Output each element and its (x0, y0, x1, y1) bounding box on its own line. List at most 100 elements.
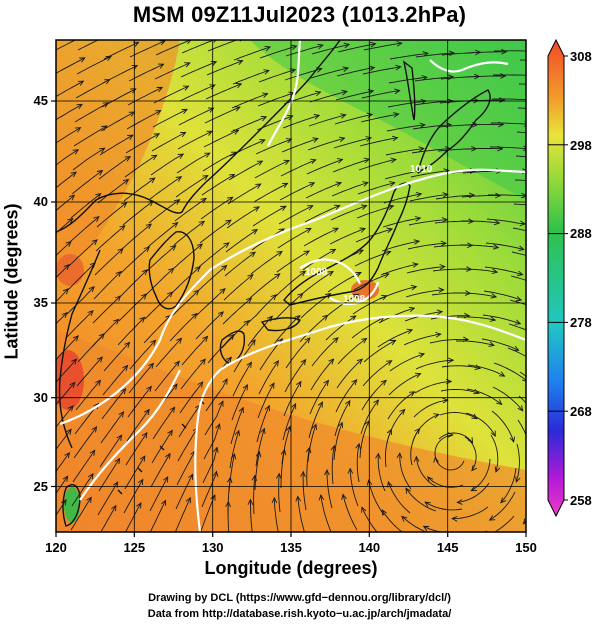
streamline (74, 102, 109, 123)
streamline-arrowhead (517, 270, 524, 276)
streamline (56, 194, 75, 212)
streamline (331, 445, 335, 485)
streamline-arrowhead (300, 470, 306, 478)
streamline-arrowhead (99, 147, 106, 154)
streamline-arrowhead (519, 220, 526, 227)
streamline-arrowhead (143, 246, 151, 253)
streamline (280, 159, 316, 177)
streamline-arrowhead (285, 425, 292, 433)
streamline-arrowhead (386, 428, 392, 435)
streamline-arrowhead (197, 381, 204, 388)
streamline (423, 525, 444, 532)
streamline-arrowhead (294, 314, 301, 321)
streamline (484, 266, 523, 276)
streamline-arrowhead (514, 319, 522, 325)
streamline (407, 242, 446, 250)
streamline-arrowhead (270, 294, 277, 301)
streamline (257, 92, 295, 107)
streamline (56, 288, 69, 303)
streamline-arrowhead (509, 436, 516, 443)
streamline (429, 338, 469, 344)
streamline (356, 205, 394, 219)
colorbar-tick-label: 278 (570, 315, 592, 330)
streamline (259, 45, 297, 59)
streamline (205, 83, 242, 100)
streamline-arrowhead (71, 358, 78, 365)
streamline-arrowhead (96, 356, 103, 363)
streamline-arrowhead (259, 139, 266, 145)
streamline-arrowhead (361, 337, 368, 344)
streamline-arrowhead (471, 465, 478, 472)
streamline-arrowhead (528, 451, 533, 456)
streamline (207, 40, 238, 52)
streamline-arrowhead (328, 358, 335, 365)
streamline-arrowhead (291, 402, 297, 410)
streamline (143, 315, 172, 344)
streamline (305, 182, 342, 199)
streamline-arrowhead (139, 316, 146, 323)
streamline (127, 87, 163, 106)
streamline (332, 158, 370, 173)
streamline (285, 337, 311, 369)
streamline-arrowhead (280, 205, 287, 211)
streamline (515, 443, 520, 483)
streamline-arrowhead (155, 110, 162, 116)
streamline-arrowhead (287, 114, 294, 121)
y-tick-label: 45 (34, 93, 48, 108)
streamline (382, 217, 421, 228)
streamline (459, 268, 498, 273)
streamline-arrowhead (263, 69, 270, 75)
x-tick-label: 130 (202, 540, 224, 555)
streamline (412, 124, 452, 130)
streamline-arrowhead (342, 66, 350, 72)
streamline (178, 107, 214, 126)
streamline (430, 315, 470, 320)
streamline (381, 509, 403, 532)
streamline-arrowhead (362, 181, 369, 187)
streamline (177, 427, 198, 462)
streamline-arrowhead (119, 225, 126, 231)
streamline (125, 133, 160, 154)
map-title: MSM 09Z11Jul2023 (1013.2hPa) (132, 2, 467, 27)
streamline-arrowhead (335, 181, 343, 187)
streamline (409, 193, 448, 202)
streamline-arrowhead (538, 421, 542, 427)
streamline-arrowhead (247, 498, 254, 505)
streamline-arrowhead (114, 457, 121, 465)
credit-data: Data from http://database.rish.kyoto−u.a… (147, 608, 452, 620)
streamline-arrowhead (222, 378, 228, 385)
streamline (203, 423, 221, 460)
streamline-arrowhead (526, 73, 531, 78)
streamline (389, 52, 429, 60)
streamline (103, 342, 130, 372)
streamline-arrowhead (280, 448, 287, 456)
streamline-arrowhead (67, 217, 74, 224)
streamline-arrowhead (77, 80, 85, 86)
streamline-arrowhead (234, 429, 241, 437)
streamline-arrowhead (262, 92, 269, 98)
streamline (490, 146, 526, 150)
streamline-arrowhead (95, 192, 102, 199)
streamline (283, 91, 321, 105)
streamline-arrowhead (207, 107, 215, 113)
streamline (197, 265, 227, 292)
streamline-arrowhead (413, 455, 420, 462)
streamline (483, 290, 522, 301)
streamline-arrowhead (369, 41, 377, 48)
streamline (303, 227, 339, 247)
streamline (415, 359, 454, 370)
y-tick-label: 25 (34, 479, 48, 494)
streamline (411, 148, 451, 154)
streamline (199, 219, 232, 244)
streamline (307, 137, 345, 151)
streamline-arrowhead (317, 401, 323, 408)
streamline-arrowhead (93, 216, 100, 222)
streamline (255, 428, 265, 467)
streamline-arrowhead (105, 55, 113, 61)
streamline-arrowhead (206, 130, 213, 136)
streamline-arrowhead (62, 475, 69, 482)
streamline-arrowhead (367, 89, 375, 95)
streamline-arrowhead (451, 515, 458, 522)
streamline (255, 138, 292, 155)
streamline (274, 293, 304, 321)
